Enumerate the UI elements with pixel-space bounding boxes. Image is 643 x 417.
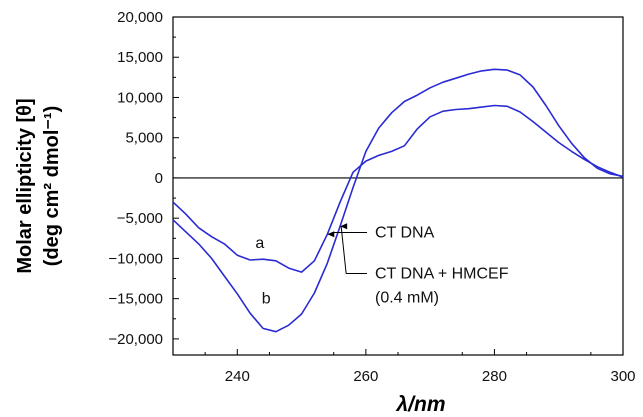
y-tick-label: 15,000 xyxy=(117,49,163,66)
series-line-ct-dna-hmcef xyxy=(172,68,624,333)
y-tick-label: −10,000 xyxy=(108,250,163,267)
y-tick-label: −15,000 xyxy=(108,291,163,308)
curve-label-a: a xyxy=(255,235,264,252)
curve-label-b: b xyxy=(262,290,271,307)
annotation-arrowhead xyxy=(340,223,348,230)
y-tick-label: −5,000 xyxy=(117,210,163,227)
x-tick-label: 260 xyxy=(353,368,378,385)
annotation-arrowhead xyxy=(327,231,335,238)
y-tick-label: 0 xyxy=(155,170,163,187)
x-tick-label: 280 xyxy=(482,368,507,385)
y-tick-label: 10,000 xyxy=(117,89,163,106)
y-axis-title: Molar ellipticity [θ] (deg cm² dmol⁻¹) xyxy=(14,98,63,273)
annotation-text-sub: (0.4 mM) xyxy=(375,290,439,307)
x-tick-label: 240 xyxy=(225,368,250,385)
y-axis-title-line2: (deg cm² dmol⁻¹) xyxy=(41,106,63,267)
annotation-text: CT DNA xyxy=(375,225,435,242)
y-axis-title-line1: Molar ellipticity [θ] xyxy=(14,98,36,273)
y-tick-label: 20,000 xyxy=(117,9,163,26)
annotation-arrow-leader xyxy=(340,226,347,274)
y-tick-label: −20,000 xyxy=(108,331,163,348)
y-tick-label: 5,000 xyxy=(125,130,163,147)
x-tick-label: 300 xyxy=(610,368,635,385)
x-axis-title: λ/nm xyxy=(395,393,445,416)
series-line-ct-dna xyxy=(172,104,624,273)
annotation-text: CT DNA + HMCEF xyxy=(375,266,509,283)
